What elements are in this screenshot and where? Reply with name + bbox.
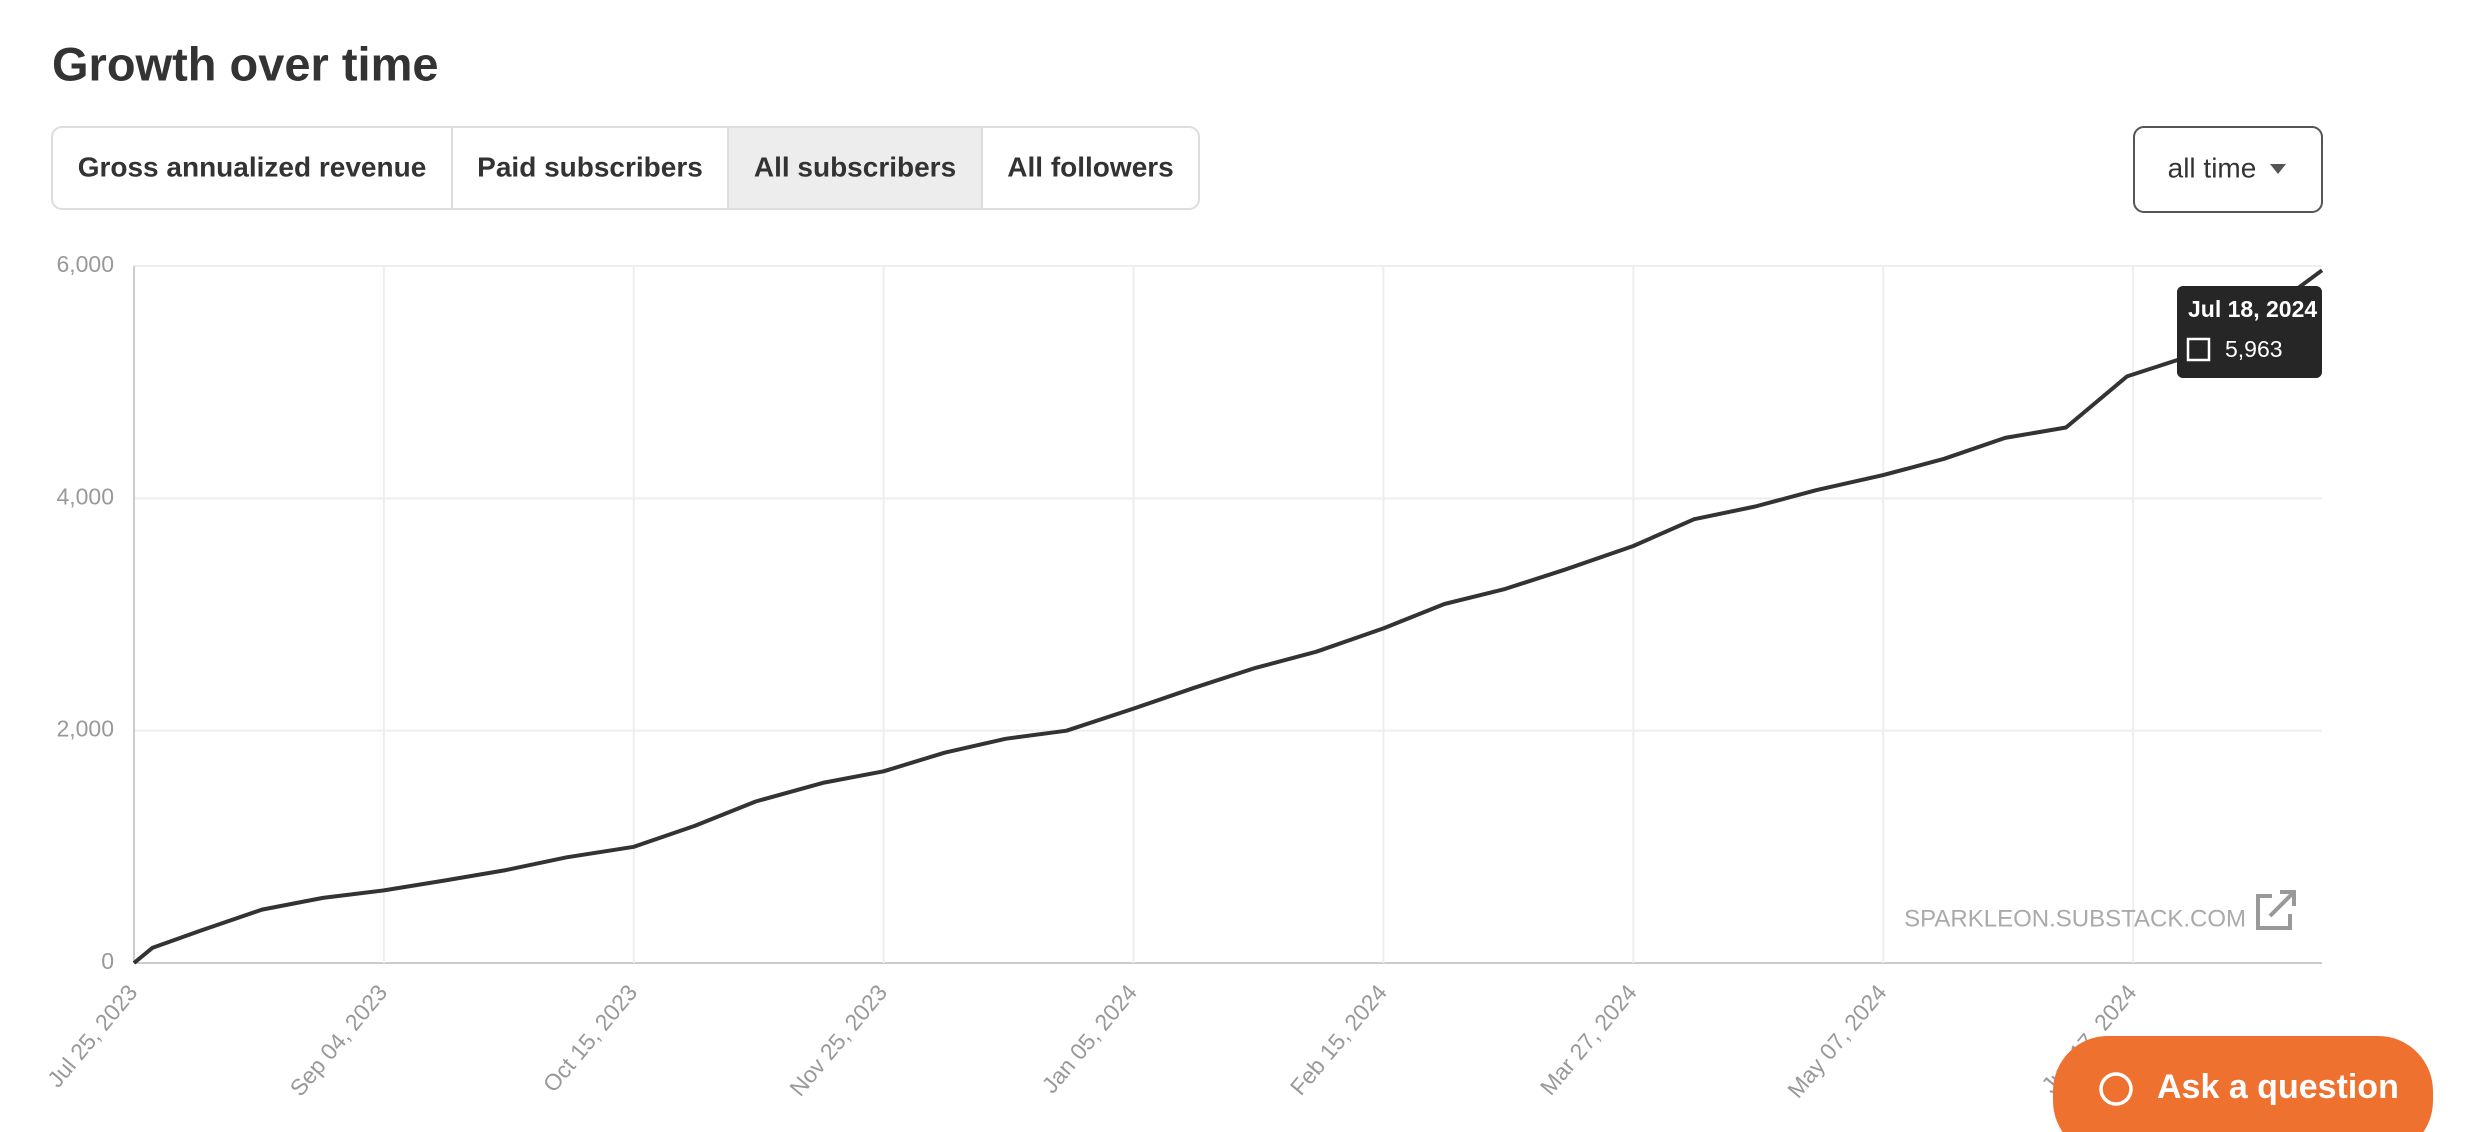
data-line [132, 268, 2324, 965]
tooltip-swatch [2186, 337, 2211, 362]
tab-label: Paid subscribers [477, 151, 703, 182]
tooltip-value: 5,963 [2225, 336, 2283, 362]
x-tick-label: Jan 05, 2024 [1037, 979, 1143, 1098]
page-title: Growth over time [52, 37, 439, 90]
x-tick-label: Mar 27, 2024 [1535, 979, 1642, 1100]
tooltip: Jul 18, 2024 5,963 [2177, 286, 2322, 378]
x-tick-label: Feb 15, 2024 [1285, 979, 1392, 1100]
x-tick-label: Nov 25, 2023 [784, 979, 892, 1101]
tab-group: Gross annualized revenue Paid subscribers… [51, 126, 1200, 210]
external-link-icon[interactable] [2256, 890, 2296, 930]
range-label: all time [2168, 152, 2257, 183]
tooltip-date: Jul 18, 2024 [2188, 296, 2317, 322]
x-tick-label: Jul 25, 2023 [42, 979, 142, 1092]
y-tick-label: 6,000 [56, 251, 114, 277]
chart: 0 2,000 4,000 6,000 Jul 25, 2023 Sep 04, 2023… [42, 251, 2324, 1103]
tab-label: All followers [1007, 151, 1173, 182]
ask-button-label: Ask a question [2157, 1068, 2399, 1106]
y-tick-label: 4,000 [56, 483, 114, 509]
x-tick-label: Oct 15, 2023 [538, 979, 643, 1097]
ask-button[interactable] [2053, 1036, 2433, 1132]
range-dropdown[interactable] [2133, 126, 2323, 213]
tab[interactable] [728, 128, 982, 208]
watermark: SPARKLEON.SUBSTACK.COM [1904, 905, 2246, 932]
dropdown-caret [2270, 164, 2286, 174]
chat-icon [2099, 1072, 2133, 1106]
y-tick-label: 0 [101, 948, 114, 974]
y-tick-label: 2,000 [56, 716, 114, 742]
tab-label: All subscribers [754, 151, 956, 182]
tab-label: Gross annualized revenue [78, 151, 427, 182]
x-tick-label: Sep 04, 2023 [284, 979, 392, 1101]
x-tick-label: May 07, 2024 [1782, 979, 1892, 1103]
